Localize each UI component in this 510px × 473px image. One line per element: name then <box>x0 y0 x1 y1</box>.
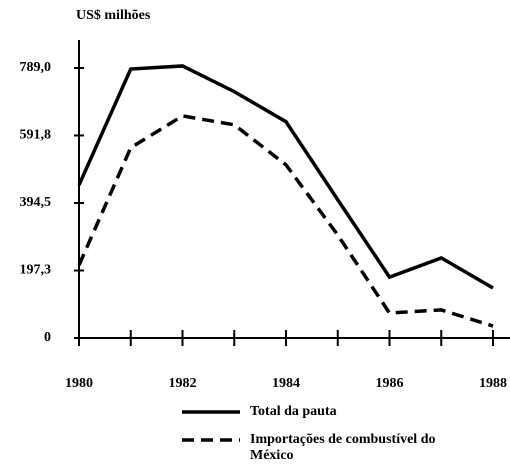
y-tick-label: 197,3 <box>20 263 52 278</box>
y-tick-label: 0 <box>44 330 51 345</box>
x-tick-label: 1982 <box>169 376 197 391</box>
x-tick-label: 1988 <box>479 376 507 391</box>
y-tick-label: 789,0 <box>20 60 52 75</box>
x-tick-label: 1986 <box>376 376 404 391</box>
series-line <box>77 114 494 328</box>
x-tick-label: 1980 <box>65 376 93 391</box>
series-line <box>77 64 494 290</box>
legend-label: Total da pauta <box>250 404 337 419</box>
y-tick-label: 394,5 <box>20 195 52 210</box>
y-unit: US$ milhões <box>76 8 151 23</box>
x-tick-label: 1984 <box>272 376 300 391</box>
y-tick-label: 591,8 <box>20 128 52 143</box>
legend-label: Importações de combustível do México <box>250 432 436 463</box>
